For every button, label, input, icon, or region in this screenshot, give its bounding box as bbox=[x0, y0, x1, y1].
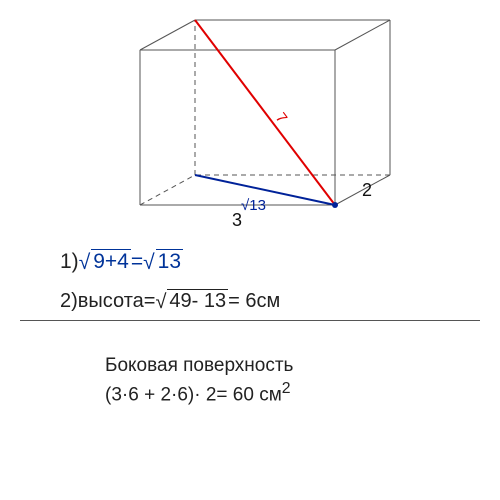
step-2-tail: = 6см bbox=[228, 290, 280, 312]
step-3-calc: (3·6 + 2·6)· 2= 60 см2 bbox=[105, 380, 291, 406]
step-1-result: 13 bbox=[156, 249, 183, 273]
step-3-exp: 2 bbox=[282, 380, 291, 397]
step-1-prefix: 1) bbox=[60, 250, 79, 273]
step-1-radicand: 9+4 bbox=[91, 249, 131, 273]
step-3-expr: (3·6 + 2·6)· 2= 60 см bbox=[105, 384, 282, 405]
step-2: 2)высота=√49- 13= 6см bbox=[60, 290, 280, 313]
cuboid-diagram: 7√1332 bbox=[60, 10, 420, 240]
step-2-prefix: 2)высота= bbox=[60, 290, 155, 312]
step-2-radicand: 49- 13 bbox=[167, 289, 228, 312]
svg-text:3: 3 bbox=[232, 210, 242, 230]
step-1: 1)√9+4=√13 bbox=[60, 250, 183, 274]
svg-text:2: 2 bbox=[362, 180, 372, 200]
step-1-eq: = bbox=[131, 250, 143, 273]
step-3-title: Боковая поверхность bbox=[105, 355, 293, 377]
divider bbox=[20, 320, 480, 321]
svg-text:√13: √13 bbox=[241, 197, 266, 214]
